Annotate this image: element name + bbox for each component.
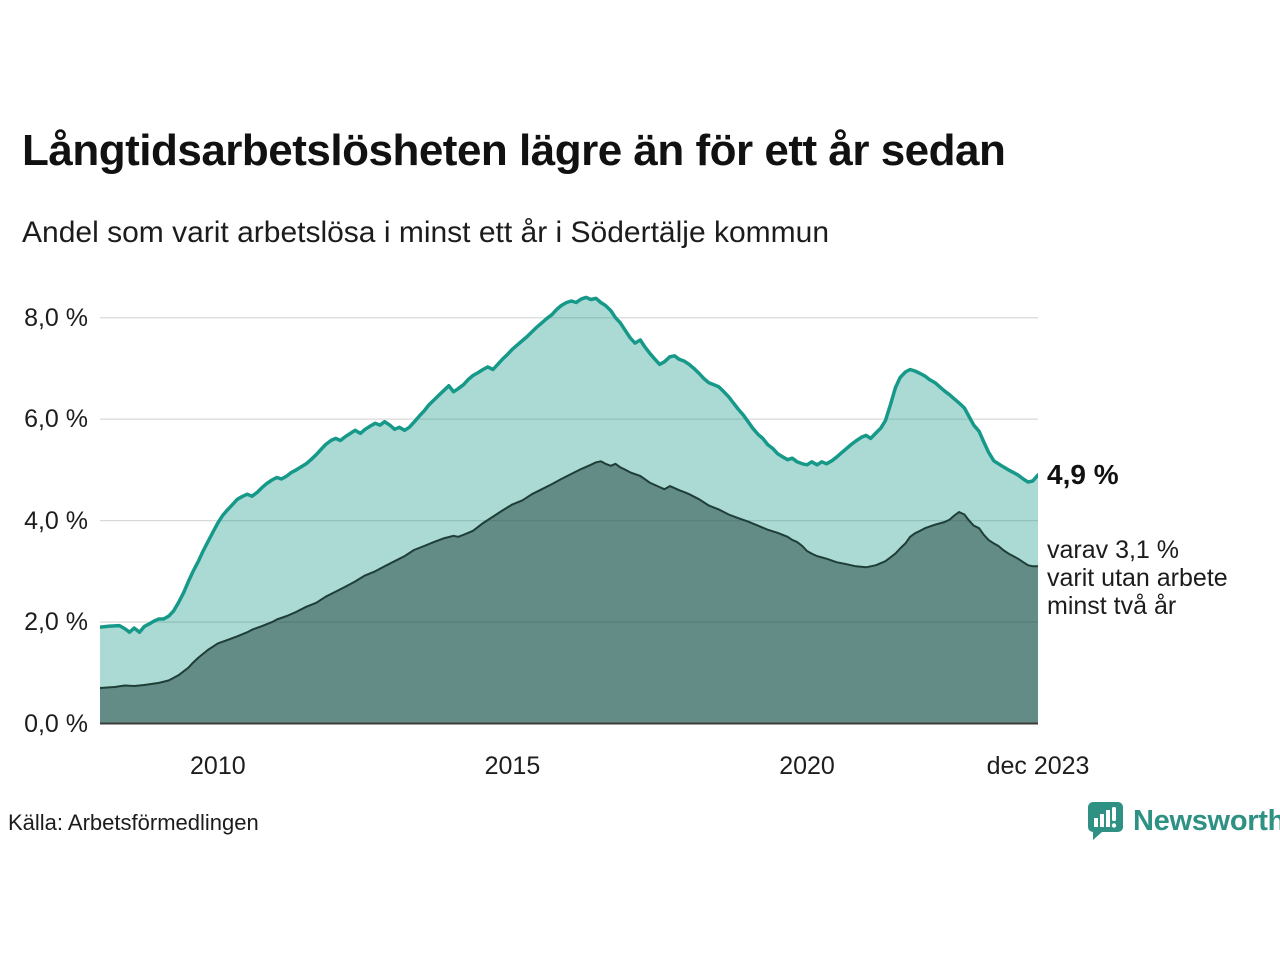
- page-title: Långtidsarbetslösheten lägre än för ett …: [22, 126, 1006, 175]
- bar-3: [1106, 810, 1110, 827]
- speech-bubble-shape: [1088, 802, 1123, 840]
- y-axis-label: 6,0 %: [24, 405, 88, 434]
- y-axis-label: 0,0 %: [24, 709, 88, 738]
- series-line-1: [100, 295, 1038, 634]
- brand-logo: Newsworthy: [1086, 800, 1280, 842]
- latest-detail-annotation: varav 3,1 % varit utan arbete minst två …: [1047, 536, 1228, 620]
- brand-name: Newsworthy: [1133, 804, 1280, 837]
- x-axis-label: 2020: [779, 752, 835, 780]
- series-area-2: [100, 461, 1038, 724]
- bar-1: [1094, 818, 1098, 827]
- bar-2: [1100, 814, 1104, 827]
- y-axis-label: 2,0 %: [24, 608, 88, 637]
- newsworthy-bar-chart-bubble-icon: [1088, 802, 1123, 840]
- exclamation-bar: [1112, 807, 1116, 821]
- x-axis-label: 2010: [190, 752, 246, 780]
- latest-value-annotation: 4,9 %: [1047, 459, 1119, 490]
- y-axis-label: 4,0 %: [24, 506, 88, 535]
- exclamation-dot: [1111, 823, 1117, 828]
- x-axis-label: dec 2023: [986, 752, 1090, 780]
- y-axis-label: 8,0 %: [24, 303, 88, 332]
- x-axis-label: 2015: [484, 752, 541, 780]
- area-chart: [100, 295, 1038, 725]
- page-subtitle: Andel som varit arbetslösa i minst ett å…: [22, 216, 829, 249]
- series-line-2: [100, 460, 1038, 689]
- source-note: Källa: Arbetsförmedlingen: [8, 810, 259, 835]
